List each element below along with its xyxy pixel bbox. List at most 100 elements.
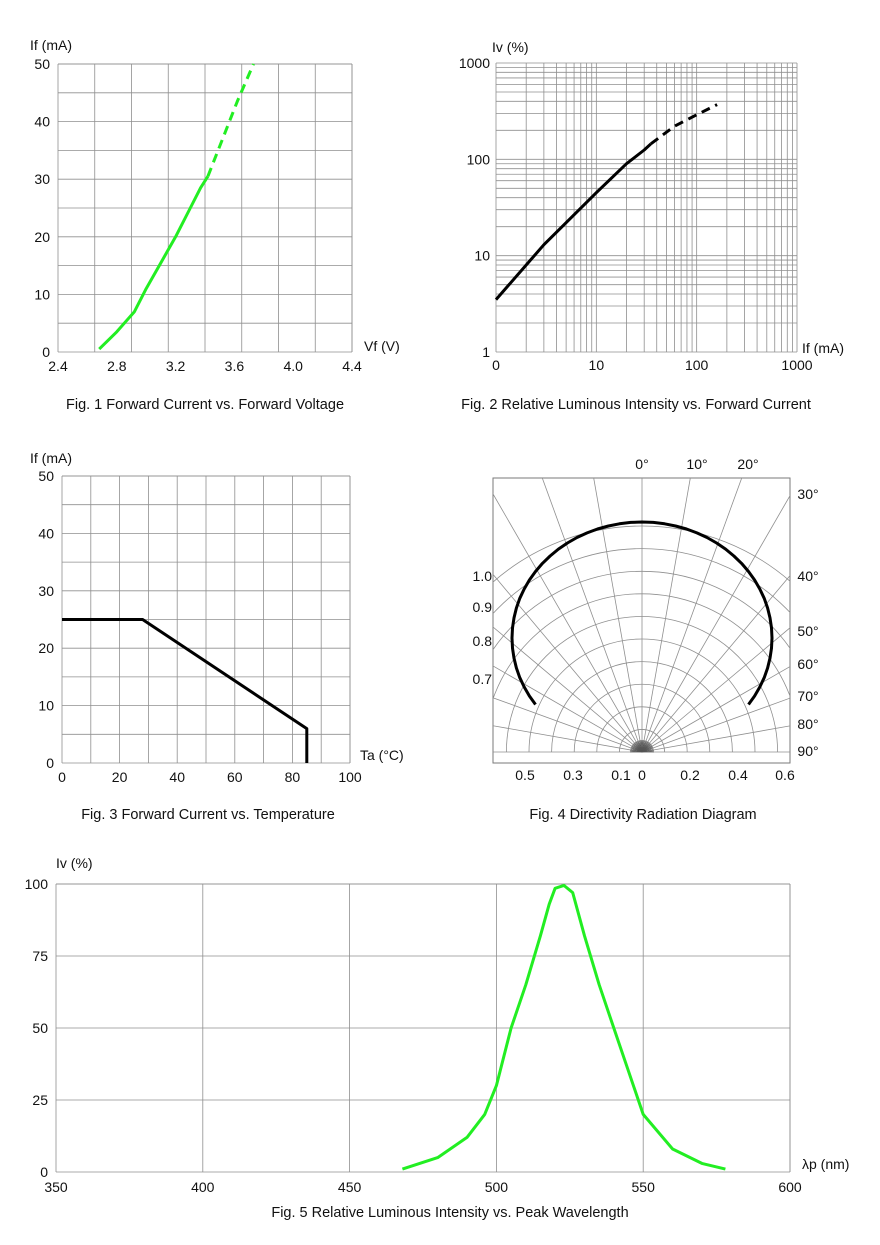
fig1-forward-current-vs-voltage: 2.4 2.8 3.2 3.6 4.0 4.4 0 10 20 30 40 50 If (mA) Vf…	[30, 37, 400, 413]
x-tick-label: 60	[227, 769, 243, 785]
fig5-intensity-vs-wavelength: 350 400 450 500 550 600 0 25 50 75 100 Iv (%) λp (…	[25, 855, 850, 1221]
series-line-solid	[98, 175, 210, 351]
x-tick-label: 3.6	[225, 358, 245, 374]
fig5-xlabel: λp (nm)	[802, 1156, 849, 1172]
polar-angle-label: 20°	[737, 456, 758, 472]
polar-spoke	[641, 666, 790, 753]
polar-bottom-label: 0.4	[728, 767, 748, 783]
fig4-title: Fig. 4 Directivity Radiation Diagram	[529, 807, 756, 823]
y-tick-label: 40	[34, 114, 50, 130]
polar-angle-label: 70°	[797, 688, 818, 704]
polar-spoke	[641, 697, 790, 753]
x-tick-label: 4.4	[342, 358, 362, 374]
x-tick-label: 550	[632, 1179, 656, 1195]
x-tick-label: 0	[492, 357, 500, 373]
polar-radius-label: 1.0	[473, 568, 493, 584]
y-tick-label: 100	[467, 151, 491, 167]
polar-spoke	[593, 478, 643, 753]
polar-radius-label: 0.7	[473, 671, 493, 687]
y-tick-label: 1000	[459, 55, 490, 71]
series-line-dashed	[206, 63, 255, 177]
y-tick-label: 0	[40, 1164, 48, 1180]
polar-angle-label: 30°	[797, 486, 818, 502]
fig1-title: Fig. 1 Forward Current vs. Forward Volta…	[66, 397, 344, 413]
series-line-dashed	[650, 103, 718, 146]
polar-radius-label: 0.9	[473, 599, 493, 615]
x-tick-label: 10	[589, 357, 605, 373]
polar-spoke	[493, 626, 643, 753]
fig3-title: Fig. 3 Forward Current vs. Temperature	[81, 807, 335, 823]
radiation-pattern-curve	[510, 520, 774, 706]
x-tick-label: 2.4	[48, 358, 68, 374]
x-tick-label: 400	[191, 1179, 215, 1195]
y-tick-label: 50	[34, 56, 50, 72]
fig4-frame	[492, 477, 791, 764]
y-tick-label: 10	[38, 698, 54, 714]
y-tick-label: 10	[474, 248, 490, 264]
series-line-solid	[494, 142, 652, 301]
x-tick-label: 500	[485, 1179, 509, 1195]
polar-spoke	[493, 725, 643, 753]
x-tick-label: 40	[169, 769, 185, 785]
polar-spoke	[493, 573, 643, 753]
x-tick-label: 600	[778, 1179, 802, 1195]
polar-spoke	[493, 697, 643, 753]
polar-bottom-label: 0.6	[775, 767, 795, 783]
fig2-luminous-intensity-vs-current: 0 10 100 1000 1 10 100 1000 Iv (%) If (mA) Fig.…	[459, 39, 844, 413]
polar-angle-label: 40°	[797, 568, 818, 584]
polar-spoke	[641, 627, 790, 753]
polar-bottom-label: 0	[638, 767, 646, 783]
y-tick-label: 30	[34, 171, 50, 187]
x-tick-label: 2.8	[107, 358, 127, 374]
x-tick-label: 0	[58, 769, 66, 785]
polar-bottom-label: 0.3	[563, 767, 583, 783]
x-tick-label: 100	[338, 769, 362, 785]
series-line-solid	[401, 883, 726, 1171]
y-tick-label: 20	[34, 229, 50, 245]
x-tick-label: 100	[685, 357, 709, 373]
x-tick-label: 20	[112, 769, 128, 785]
fig5-title: Fig. 5 Relative Luminous Intensity vs. P…	[271, 1205, 628, 1221]
fig5-ylabel: Iv (%)	[56, 855, 93, 871]
y-tick-label: 20	[38, 640, 54, 656]
fig3-ylabel: If (mA)	[30, 450, 72, 466]
x-tick-label: 3.2	[166, 358, 186, 374]
y-tick-label: 75	[32, 948, 48, 964]
series-line-solid	[62, 618, 309, 763]
y-tick-label: 30	[38, 583, 54, 599]
polar-spoke	[641, 574, 790, 753]
fig3-xlabel: Ta (°C)	[360, 747, 404, 763]
fig1-xlabel: Vf (V)	[364, 338, 400, 354]
y-tick-label: 10	[34, 286, 50, 302]
polar-angle-label: 90°	[797, 743, 818, 759]
polar-bottom-label: 0.2	[680, 767, 700, 783]
x-tick-label: 1000	[781, 357, 812, 373]
y-tick-label: 0	[42, 344, 50, 360]
y-tick-label: 25	[32, 1092, 48, 1108]
polar-angle-label: 50°	[797, 623, 818, 639]
polar-angle-label: 80°	[797, 716, 818, 732]
polar-spoke	[541, 478, 643, 753]
polar-bottom-label: 0.5	[515, 767, 535, 783]
polar-angle-label: 0°	[635, 456, 648, 472]
y-tick-label: 0	[46, 755, 54, 771]
polar-spoke	[641, 478, 691, 753]
fig2-ylabel: Iv (%)	[492, 39, 529, 55]
x-tick-label: 4.0	[283, 358, 303, 374]
y-tick-label: 100	[25, 876, 49, 892]
y-tick-label: 50	[38, 468, 54, 484]
fig1-ylabel: If (mA)	[30, 37, 72, 53]
fig4-directivity-diagram: 0° 10° 20° 30° 40° 50° 60° 70° 80° 90° 1.0 0.9 0.8 0.…	[473, 456, 819, 823]
y-tick-label: 50	[32, 1020, 48, 1036]
polar-spoke	[641, 494, 790, 753]
polar-radius-label: 0.8	[473, 633, 493, 649]
polar-angle-label: 10°	[686, 456, 707, 472]
polar-angle-label: 60°	[797, 656, 818, 672]
fig2-xlabel: If (mA)	[802, 340, 844, 356]
polar-spoke	[641, 725, 790, 753]
y-tick-label: 1	[482, 344, 490, 360]
y-tick-label: 40	[38, 525, 54, 541]
x-tick-label: 450	[338, 1179, 362, 1195]
